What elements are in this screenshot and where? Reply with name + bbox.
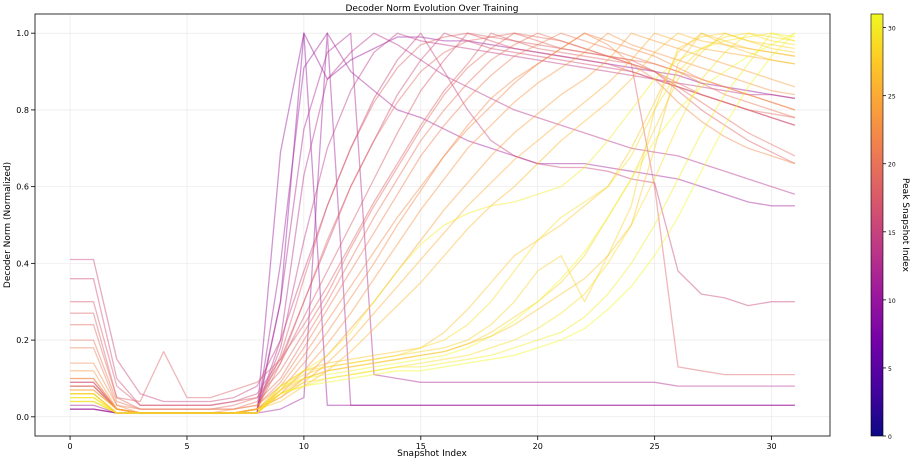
colorbar-tick-label: 15 xyxy=(888,230,896,237)
series-line-12 xyxy=(70,32,796,410)
colorbar-tick-label: 0 xyxy=(888,434,892,441)
series-line-24 xyxy=(70,32,796,414)
chart-title: Decoder Norm Evolution Over Training xyxy=(346,4,519,14)
series-line-21 xyxy=(70,32,796,414)
series-line-19 xyxy=(70,32,796,414)
colorbar-tick-label: 30 xyxy=(888,26,896,33)
x-tick-label: 30 xyxy=(766,442,776,451)
series-line-17 xyxy=(70,32,796,414)
x-axis: 0 5 10 15 20 25 30 xyxy=(68,436,777,451)
series-line-20 xyxy=(70,32,796,414)
series-line-25 xyxy=(70,32,796,414)
y-tick-label: 0.6 xyxy=(16,183,29,192)
y-tick-label: 0.8 xyxy=(16,106,29,115)
colorbar-tick-label: 5 xyxy=(888,366,892,373)
colorbar-label: Peak Snapshot Index xyxy=(900,178,910,273)
series-line-18 xyxy=(70,32,796,414)
series-line-27 xyxy=(70,32,796,414)
y-tick-label: 0.0 xyxy=(16,413,29,422)
colorbar xyxy=(870,13,884,437)
y-tick-label: 0.4 xyxy=(16,259,29,268)
colorbar-axis: 0 5 10 15 20 25 30 xyxy=(883,26,896,441)
series-line-5 xyxy=(70,32,796,414)
colorbar-tick-label: 10 xyxy=(888,298,896,305)
x-tick-label: 15 xyxy=(416,442,426,451)
plot-frame xyxy=(34,13,831,437)
series-line-1 xyxy=(70,32,796,414)
series-line-0 xyxy=(70,32,795,414)
x-tick-label: 0 xyxy=(68,442,73,451)
series-line-29 xyxy=(70,32,796,414)
series-line-3 xyxy=(70,32,795,414)
series-line-16 xyxy=(70,32,796,414)
series-line-6 xyxy=(70,32,796,414)
x-tick-label: 5 xyxy=(184,442,189,451)
series-line-30 xyxy=(70,32,796,414)
series-line-31 xyxy=(70,32,796,414)
series-line-4 xyxy=(70,32,795,414)
series-line-10 xyxy=(70,32,795,403)
y-tick-label: 0.2 xyxy=(16,336,29,345)
series-line-28 xyxy=(70,32,796,414)
series-line-8 xyxy=(70,32,796,406)
y-axis-label: Decoder Norm (Normalized) xyxy=(3,162,13,288)
series-group xyxy=(70,32,796,414)
colorbar-tick-label: 20 xyxy=(888,162,896,169)
x-tick-label: 20 xyxy=(533,442,543,451)
series-line-15 xyxy=(70,32,796,410)
y-tick-label: 1.0 xyxy=(16,29,29,38)
series-line-7 xyxy=(70,32,795,403)
x-axis-label: Snapshot Index xyxy=(397,449,467,459)
series-line-13 xyxy=(70,32,796,414)
grid xyxy=(35,14,830,436)
colorbar-tick-label: 25 xyxy=(888,94,896,101)
x-tick-label: 10 xyxy=(299,442,309,451)
series-line-26 xyxy=(70,32,796,414)
series-line-11 xyxy=(70,32,796,414)
x-tick-label: 25 xyxy=(650,442,660,451)
series-line-9 xyxy=(70,32,796,406)
series-line-2 xyxy=(70,32,795,414)
series-line-14 xyxy=(70,32,796,410)
y-axis: 0.0 0.2 0.4 0.6 0.8 1.0 xyxy=(16,29,35,422)
series-line-22 xyxy=(70,32,796,414)
series-line-23 xyxy=(70,32,796,414)
